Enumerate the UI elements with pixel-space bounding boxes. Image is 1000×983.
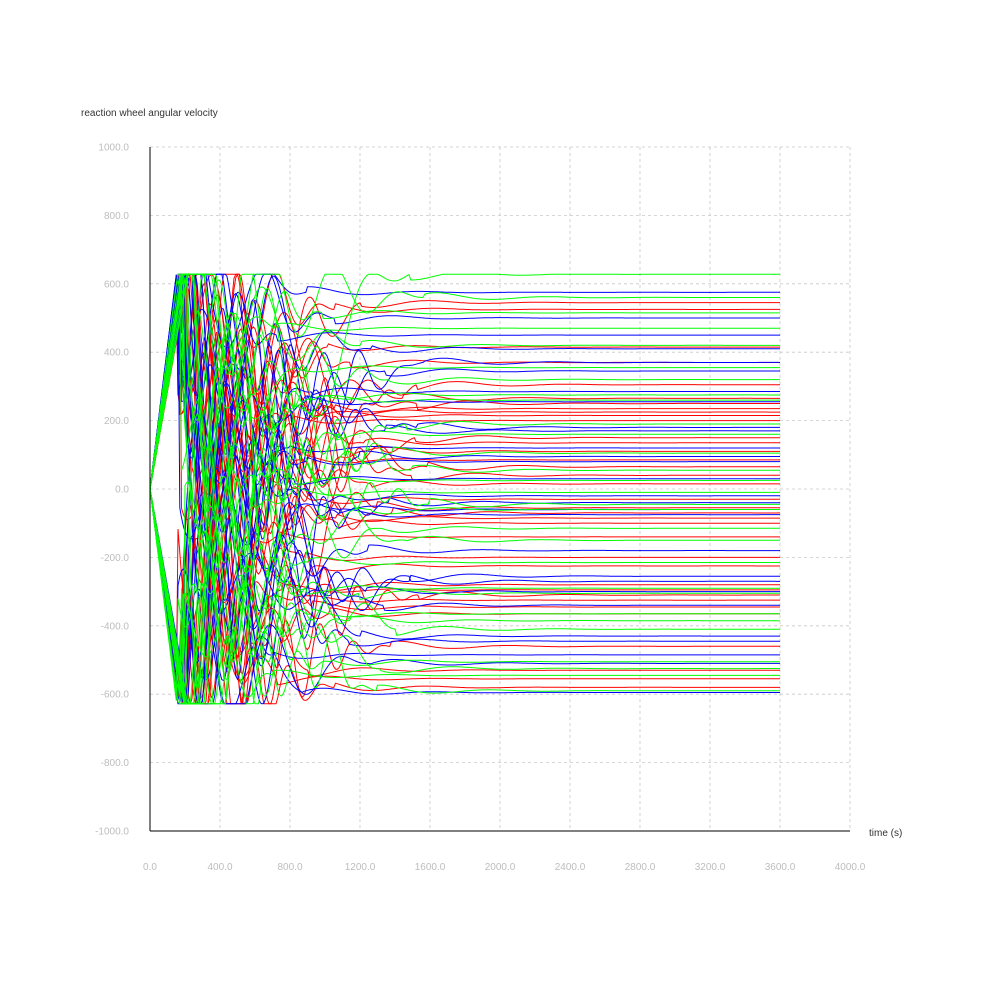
x-tick-label: 800.0 [277, 862, 302, 873]
x-tick-label: 3600.0 [765, 862, 796, 873]
x-tick-label: 400.0 [207, 862, 232, 873]
y-tick-label: -600.0 [101, 690, 130, 701]
green-series-line [149, 273, 780, 490]
green-series-line [149, 406, 780, 695]
x-tick-label: 1200.0 [345, 862, 376, 873]
y-tick-label: 600.0 [104, 279, 129, 290]
green-series-line [149, 273, 780, 586]
blue-series-line [149, 387, 780, 702]
x-axis-title: time (s) [869, 828, 902, 839]
blue-series-line [149, 488, 780, 705]
y-tick-label: 200.0 [104, 416, 129, 427]
blue-series-line [149, 274, 780, 490]
x-tick-label: 4000.0 [835, 862, 866, 873]
red-series-line [149, 488, 780, 705]
y-tick-label: -800.0 [101, 758, 130, 769]
y-tick-label: -200.0 [101, 553, 130, 564]
green-series-line [149, 281, 780, 674]
red-series-line [149, 274, 780, 490]
y-axis-title: reaction wheel angular velocity [81, 108, 218, 119]
red-series-line [149, 274, 780, 490]
green-series-line [149, 468, 780, 705]
x-tick-label: 0.0 [143, 862, 157, 873]
green-series-line [149, 488, 780, 705]
red-series-line [149, 488, 780, 705]
blue-series-line [149, 273, 780, 490]
green-series-line [149, 273, 780, 551]
y-tick-label: -400.0 [101, 621, 130, 632]
green-series-line [149, 488, 780, 705]
blue-series-line [149, 349, 780, 702]
blue-series-line [149, 273, 780, 490]
green-series-line [149, 273, 780, 490]
y-tick-label: -1000.0 [95, 827, 129, 838]
green-series-line [149, 407, 780, 701]
x-tick-label: 2000.0 [485, 862, 516, 873]
red-series-line [149, 273, 780, 538]
y-tick-label: 0.0 [115, 485, 129, 496]
blue-series-line [149, 380, 780, 701]
green-series-line [149, 337, 780, 701]
red-series-line [149, 277, 780, 575]
y-tick-label: 1000.0 [98, 143, 129, 154]
x-tick-label: 2400.0 [555, 862, 586, 873]
red-series-line [149, 279, 780, 685]
blue-series-line [149, 279, 780, 630]
green-series-line [149, 488, 780, 705]
green-series-line [149, 273, 780, 705]
red-series-line [149, 273, 780, 535]
green-series-line [149, 277, 780, 490]
y-tick-label: 800.0 [104, 211, 129, 222]
green-series-line [149, 475, 780, 705]
blue-series-line [149, 273, 780, 490]
red-series-line [149, 273, 780, 490]
x-tick-label: 2800.0 [625, 862, 656, 873]
red-series-line [149, 273, 780, 490]
blue-series-line [149, 453, 780, 705]
green-series-line [149, 273, 780, 490]
red-series-line [149, 400, 780, 703]
green-series-line [149, 273, 780, 490]
blue-series-line [149, 273, 780, 490]
series-lines [149, 272, 780, 705]
green-series-line [149, 277, 780, 527]
x-tick-label: 1600.0 [415, 862, 446, 873]
blue-series-line [149, 274, 780, 659]
blue-series-line [149, 284, 780, 647]
tick-labels: 0.0 400.0 800.0 1200.0 1600.0 2000.0 2400.0 280… [95, 143, 866, 874]
green-series-line [149, 280, 780, 705]
green-series-line [149, 273, 780, 514]
blue-series-line [149, 488, 780, 705]
green-series-line [149, 273, 780, 490]
green-series-line [149, 488, 780, 705]
green-series-line [149, 273, 780, 574]
red-series-line [149, 273, 780, 610]
red-series-line [149, 273, 780, 490]
blue-series-line [149, 273, 780, 602]
green-series-line [149, 488, 780, 705]
y-tick-label: 400.0 [104, 348, 129, 359]
axes [149, 147, 850, 832]
red-series-line [149, 448, 780, 704]
x-tick-label: 3200.0 [695, 862, 726, 873]
red-series-line [149, 273, 780, 503]
red-series-line [149, 488, 780, 703]
